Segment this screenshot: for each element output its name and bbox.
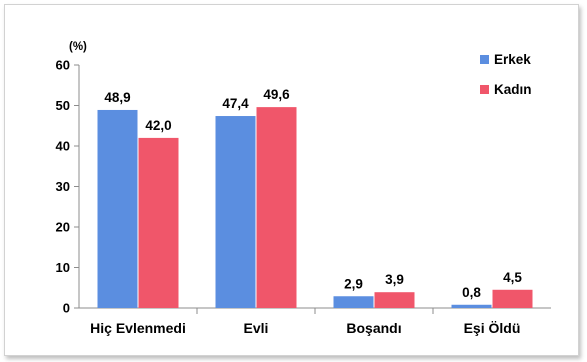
bar-kadin [256, 107, 297, 309]
legend-swatch [480, 55, 489, 64]
data-label: 0,8 [462, 285, 481, 300]
bar-erkek [97, 109, 138, 308]
y-tick-label: 40 [56, 139, 70, 154]
y-tick-label: 10 [56, 260, 70, 275]
bar-kadin [138, 137, 179, 308]
y-tick-label: 50 [56, 98, 70, 113]
y-tick-label: 20 [56, 220, 70, 235]
category-label: Evli [244, 320, 269, 336]
bar-erkek [451, 304, 492, 308]
y-tick-label: 30 [56, 179, 70, 194]
unit-label: (%) [69, 41, 87, 53]
bar-erkek [333, 296, 374, 308]
legend: Erkek Kadın [480, 52, 532, 97]
legend-label: Kadın [494, 82, 532, 97]
data-label: 49,6 [263, 87, 290, 102]
bar-erkek [215, 116, 256, 308]
axes: 0 10 20 30 40 50 60 (%) Hiç Evlenmedi Evli Boşandı… [56, 41, 551, 336]
bars [97, 107, 533, 309]
data-label: 2,9 [344, 276, 363, 291]
category-label: Eşi Öldü [464, 320, 521, 336]
bar-kadin [374, 292, 415, 308]
data-label: 4,5 [503, 270, 522, 285]
data-label: 48,9 [104, 90, 130, 105]
data-label: 3,9 [385, 272, 404, 287]
category-label: Hiç Evlenmedi [90, 320, 186, 336]
labels: 48,9 42,0 47,4 49,6 2,9 3,9 0,8 4,5 [104, 87, 522, 300]
data-label: 42,0 [145, 118, 171, 133]
bar-kadin [492, 289, 533, 308]
chart-frame: 0 10 20 30 40 50 60 (%) Hiç Evlenmedi Evli Boşandı… [4, 4, 579, 356]
legend-swatch [480, 85, 489, 94]
y-tick-label: 0 [63, 301, 70, 316]
legend-label: Erkek [494, 52, 531, 67]
category-label: Boşandı [346, 320, 401, 336]
y-tick-label: 60 [56, 58, 70, 73]
bar-chart: 0 10 20 30 40 50 60 (%) Hiç Evlenmedi Evli Boşandı… [56, 41, 551, 336]
data-label: 47,4 [222, 96, 249, 111]
